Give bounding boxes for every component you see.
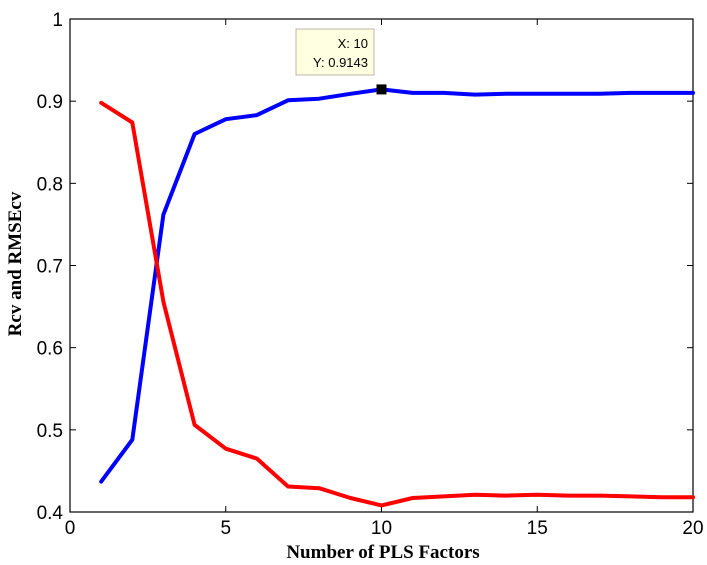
x-tick-label: 15 bbox=[527, 518, 548, 539]
datatip-y-label: Y: 0.9143 bbox=[313, 55, 368, 70]
x-tick-label: 10 bbox=[371, 518, 392, 539]
x-axis-title: Number of PLS Factors bbox=[286, 542, 479, 563]
y-axis-title: Rcv and RMSEcv bbox=[5, 191, 26, 336]
x-tick-label: 5 bbox=[220, 518, 231, 539]
datatip-x-label: X: 10 bbox=[338, 36, 368, 51]
series-lines bbox=[99, 87, 695, 508]
datatip-marker bbox=[376, 84, 387, 95]
plot-area bbox=[69, 18, 694, 513]
y-tick-label: 0.5 bbox=[37, 421, 63, 442]
y-tick-label: 0.9 bbox=[37, 92, 63, 113]
y-tick-label: 0.6 bbox=[37, 339, 63, 360]
y-tick-label: 0.7 bbox=[37, 257, 63, 278]
x-tick-label: 0 bbox=[65, 518, 76, 539]
y-tick-label: 1 bbox=[52, 10, 63, 31]
axis-ticks bbox=[69, 18, 694, 513]
data-tip[interactable]: X: 10 Y: 0.9143 bbox=[295, 28, 387, 95]
y-tick-label: 0.4 bbox=[37, 503, 64, 524]
x-tick-label: 20 bbox=[682, 518, 703, 539]
datatip-box bbox=[295, 28, 375, 76]
plot-frame bbox=[69, 18, 694, 513]
series-line-2 bbox=[99, 100, 695, 508]
tick-labels: 0 5 10 15 20 0.4 0.5 0.6 0.7 0.8 0.9 1 bbox=[37, 10, 704, 539]
y-tick-label: 0.8 bbox=[37, 174, 63, 195]
series-line-1 bbox=[99, 87, 695, 484]
